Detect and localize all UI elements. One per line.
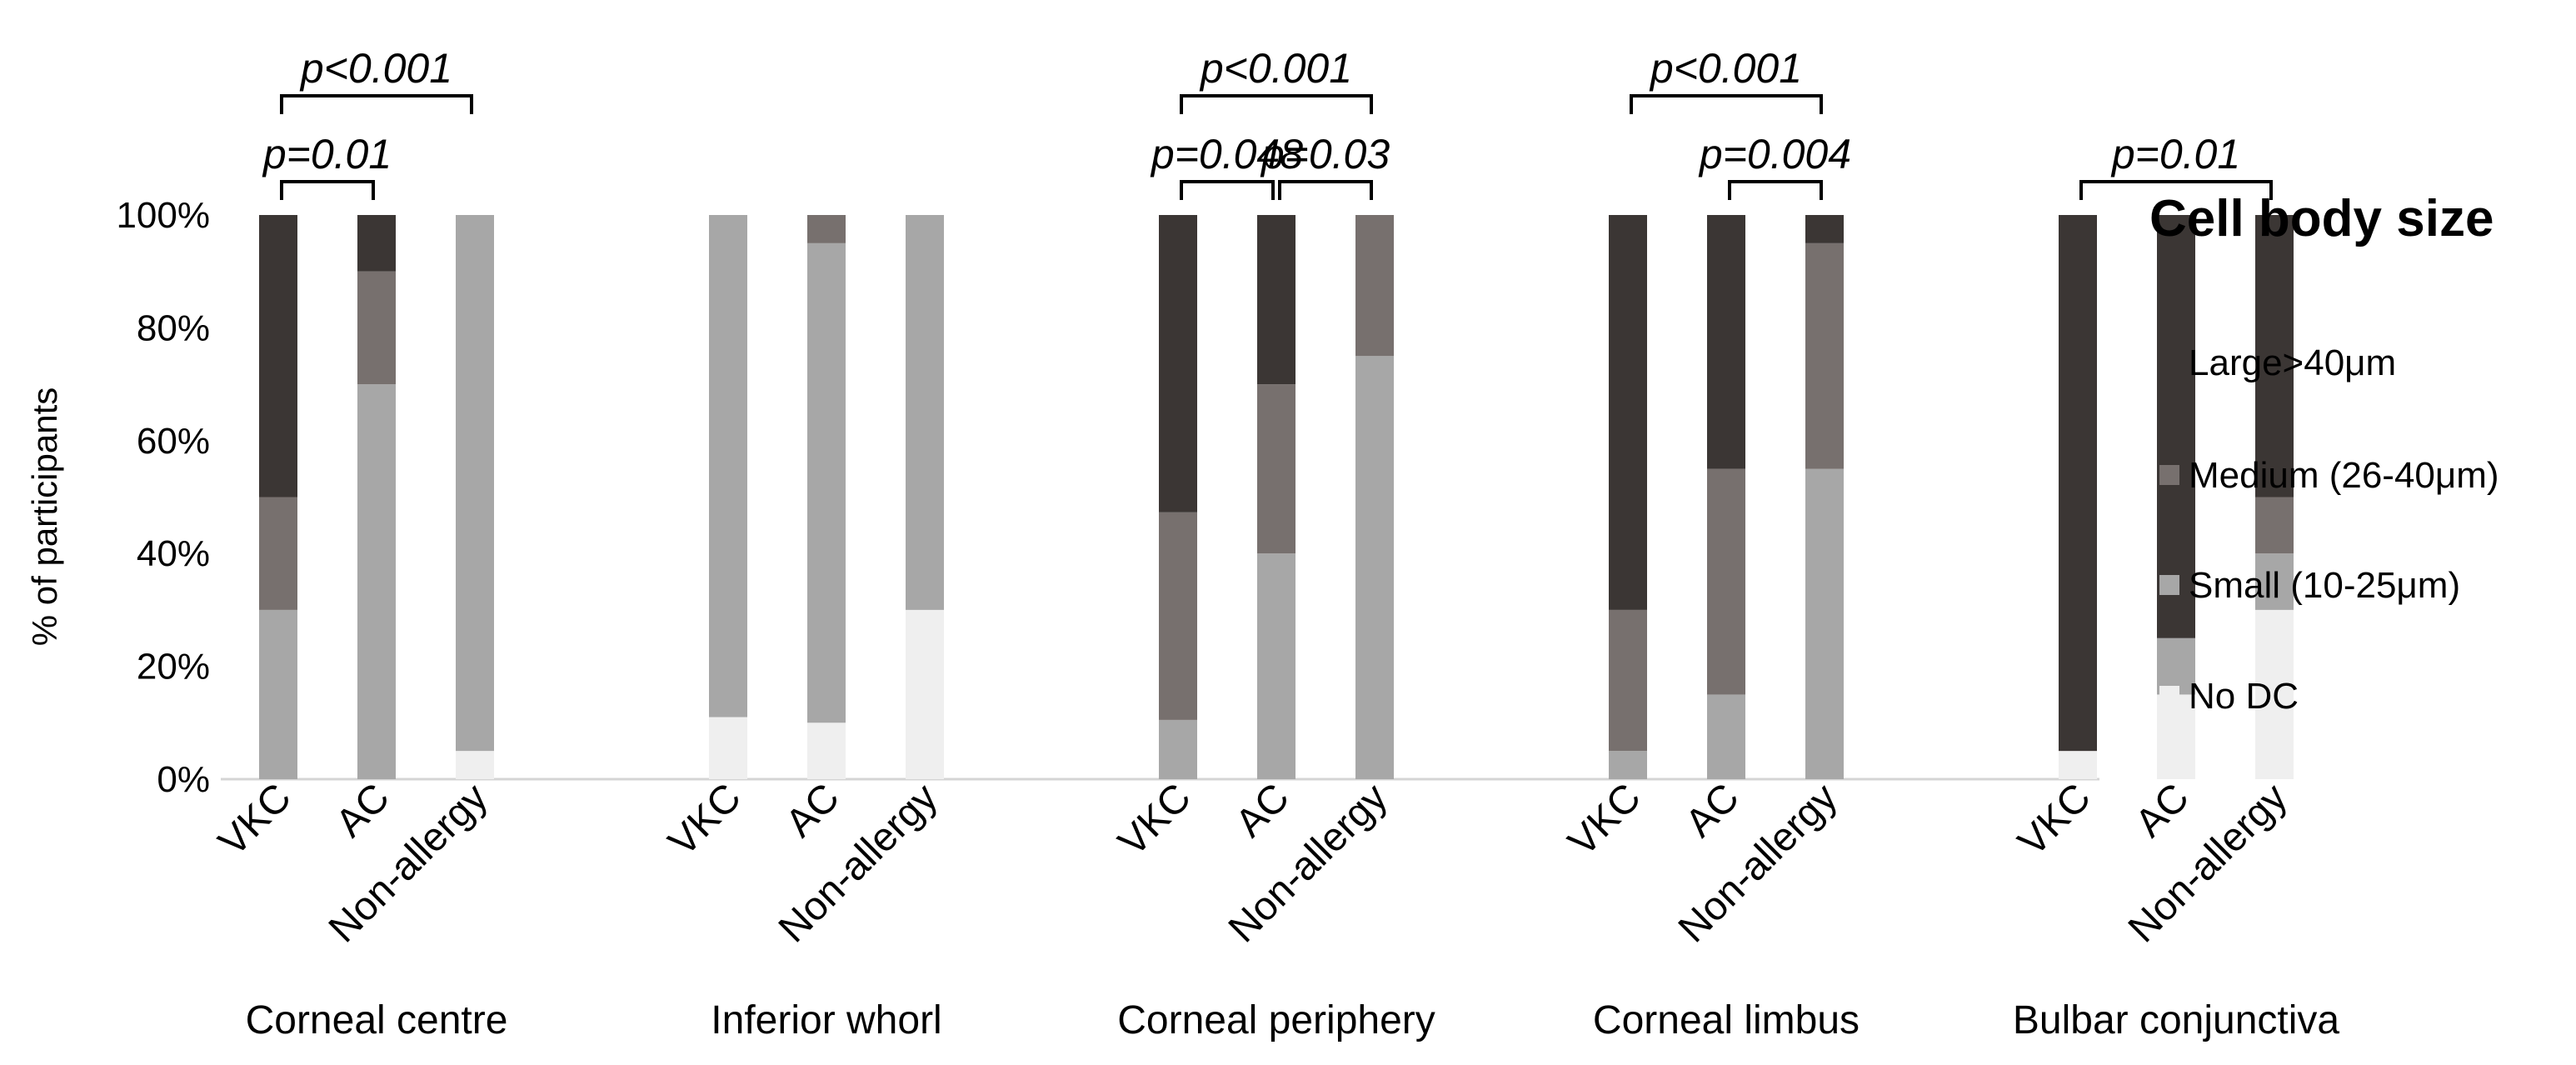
- bar-segment-corneal-limbus-ac-small-10-25-m: [1707, 694, 1745, 779]
- bar-segment-bulbar-conjunctiva-vkc-no-dc: [2059, 751, 2097, 779]
- x-category-label-bulbar-conjunctiva-ac: AC: [2127, 775, 2198, 846]
- bar-segment-bulbar-conjunctiva-vkc-large-40-m: [2059, 215, 2097, 752]
- group-label-corneal-limbus: Corneal limbus: [1593, 998, 1860, 1042]
- bar-segment-bulbar-conjunctiva-non-allergy-small-10-25-m: [2255, 553, 2294, 610]
- x-category-label-bulbar-conjunctiva-vkc: VKC: [2010, 775, 2099, 864]
- bar-segment-corneal-centre-ac-large-40-m: [357, 215, 396, 272]
- bar-segment-corneal-periphery-non-allergy-medium-26-40-m: [1355, 215, 1394, 357]
- p-value-bulbar-conjunctiva-p-0-01: p=0.01: [2110, 131, 2240, 178]
- bracket-corneal-limbus-p-0-004: [1728, 180, 1823, 200]
- bar-segment-bulbar-conjunctiva-non-allergy-medium-26-40-m: [2255, 497, 2294, 554]
- bar-segment-corneal-centre-vkc-small-10-25-m: [259, 609, 297, 779]
- bar-segment-corneal-centre-ac-small-10-25-m: [357, 384, 396, 779]
- legend-title: Cell body size: [2149, 190, 2494, 248]
- legend-label-small-10-25-m: Small (10-25μm): [2189, 565, 2460, 606]
- p-value-corneal-periphery-p-0-048: p=0.048: [1150, 131, 1303, 178]
- bar-segment-inferior-whorl-non-allergy-small-10-25-m: [906, 215, 944, 610]
- x-category-label-corneal-periphery-ac: AC: [1227, 775, 1298, 846]
- p-value-corneal-periphery-p-0-001: p<0.001: [1199, 45, 1352, 92]
- bar-segment-corneal-centre-vkc-medium-26-40-m: [259, 497, 297, 610]
- group-label-corneal-centre: Corneal centre: [246, 998, 508, 1042]
- bar-segment-corneal-periphery-vkc-large-40-m: [1159, 215, 1197, 512]
- bar-segment-corneal-periphery-non-allergy-small-10-25-m: [1355, 356, 1394, 779]
- bracket-corneal-centre-p-0-01: [280, 180, 375, 200]
- bracket-corneal-periphery-p-0-048: [1180, 180, 1275, 200]
- bracket-corneal-centre-p-0-001: [280, 94, 473, 114]
- bar-segment-corneal-limbus-non-allergy-large-40-m: [1805, 215, 1844, 243]
- bar-segment-bulbar-conjunctiva-ac-small-10-25-m: [2157, 638, 2195, 695]
- bar-segment-corneal-centre-vkc-large-40-m: [259, 215, 297, 498]
- y-tick-label-80: 80%: [137, 308, 210, 348]
- legend-swatch-medium-26-40-m: [2159, 465, 2179, 485]
- legend-label-large-40-m: Large>40μm: [2189, 342, 2396, 383]
- x-category-label-corneal-periphery-vkc: VKC: [1111, 775, 1200, 864]
- legend-label-no-dc: No DC: [2189, 676, 2299, 717]
- bar-segment-corneal-centre-non-allergy-no-dc: [456, 751, 494, 779]
- y-tick-label-40: 40%: [137, 533, 210, 574]
- y-tick-label-100: 100%: [116, 195, 210, 236]
- bar-segment-inferior-whorl-ac-medium-26-40-m: [807, 215, 846, 243]
- x-category-label-corneal-centre-ac: AC: [327, 775, 398, 846]
- bar-segment-inferior-whorl-ac-small-10-25-m: [807, 242, 846, 723]
- y-tick-label-0: 0%: [157, 759, 210, 800]
- bar-segment-bulbar-conjunctiva-ac-no-dc: [2157, 694, 2195, 779]
- bracket-bulbar-conjunctiva-p-0-01: [2079, 180, 2273, 200]
- bar-segment-inferior-whorl-non-allergy-no-dc: [906, 609, 944, 779]
- bar-segment-corneal-limbus-ac-large-40-m: [1707, 215, 1745, 469]
- group-label-bulbar-conjunctiva: Bulbar conjunctiva: [2013, 998, 2340, 1042]
- bar-segment-corneal-periphery-ac-medium-26-40-m: [1257, 384, 1295, 554]
- bar-segment-inferior-whorl-vkc-no-dc: [709, 717, 747, 779]
- legend: Cell body size Large>40μm Medium (26-40μm…: [2149, 190, 2499, 717]
- bracket-corneal-periphery-p-0-001: [1180, 94, 1373, 114]
- x-category-label-inferior-whorl-vkc: VKC: [661, 775, 750, 864]
- bar-segment-corneal-limbus-ac-medium-26-40-m: [1707, 468, 1745, 695]
- bracket-corneal-limbus-p-0-001: [1630, 94, 1823, 114]
- legend-swatch-small-10-25-m: [2159, 575, 2179, 595]
- bar-segment-corneal-limbus-non-allergy-medium-26-40-m: [1805, 242, 1844, 469]
- x-category-label-corneal-limbus-vkc: VKC: [1560, 775, 1650, 864]
- y-axis-label: % of participants: [25, 388, 64, 647]
- bar-segment-inferior-whorl-vkc-small-10-25-m: [709, 215, 747, 718]
- bracket-corneal-periphery-p-0-03: [1278, 180, 1373, 200]
- group-label-corneal-periphery: Corneal periphery: [1117, 998, 1435, 1042]
- group-label-inferior-whorl: Inferior whorl: [711, 998, 941, 1042]
- bars: [259, 215, 2294, 779]
- bar-segment-inferior-whorl-ac-no-dc: [807, 722, 846, 779]
- legend-swatch-no-dc: [2159, 686, 2179, 706]
- bar-segment-corneal-limbus-non-allergy-small-10-25-m: [1805, 468, 1844, 779]
- bar-segment-corneal-centre-non-allergy-small-10-25-m: [456, 215, 494, 752]
- legend-swatch-large-40-m: [2159, 352, 2179, 372]
- bar-segment-corneal-centre-ac-medium-26-40-m: [357, 271, 396, 385]
- legend-label-medium-26-40-m: Medium (26-40μm): [2189, 455, 2499, 496]
- bar-segment-corneal-periphery-vkc-medium-26-40-m: [1159, 512, 1197, 720]
- bar-segment-corneal-periphery-ac-small-10-25-m: [1257, 553, 1295, 779]
- bar-segment-bulbar-conjunctiva-non-allergy-no-dc: [2255, 609, 2294, 779]
- bar-segment-bulbar-conjunctiva-non-allergy-large-40-m: [2255, 215, 2294, 498]
- p-value-corneal-limbus-p-0-004: p=0.004: [1698, 131, 1851, 178]
- bar-segment-corneal-limbus-vkc-small-10-25-m: [1609, 751, 1647, 779]
- bar-segment-corneal-limbus-vkc-large-40-m: [1609, 215, 1647, 610]
- x-category-label-corneal-centre-vkc: VKC: [211, 775, 300, 864]
- p-value-corneal-centre-p-0-001: p<0.001: [299, 45, 452, 92]
- y-tick-label-60: 60%: [137, 421, 210, 462]
- bar-segment-corneal-limbus-vkc-medium-26-40-m: [1609, 609, 1647, 752]
- y-tick-label-20: 20%: [137, 647, 210, 688]
- p-value-corneal-periphery-p-0-03: p=0.03: [1260, 131, 1390, 178]
- axes: 0% 20% 40% 60% 80% 100%: [116, 195, 2099, 800]
- bar-segment-bulbar-conjunctiva-ac-large-40-m: [2157, 215, 2195, 638]
- bar-segment-corneal-periphery-vkc-small-10-25-m: [1159, 719, 1197, 779]
- p-value-corneal-limbus-p-0-001: p<0.001: [1649, 45, 1802, 92]
- p-value-corneal-centre-p-0-01: p=0.01: [262, 131, 392, 178]
- x-category-label-corneal-limbus-ac: AC: [1677, 775, 1748, 846]
- bar-segment-corneal-periphery-ac-large-40-m: [1257, 215, 1295, 385]
- x-category-label-inferior-whorl-ac: AC: [777, 775, 848, 846]
